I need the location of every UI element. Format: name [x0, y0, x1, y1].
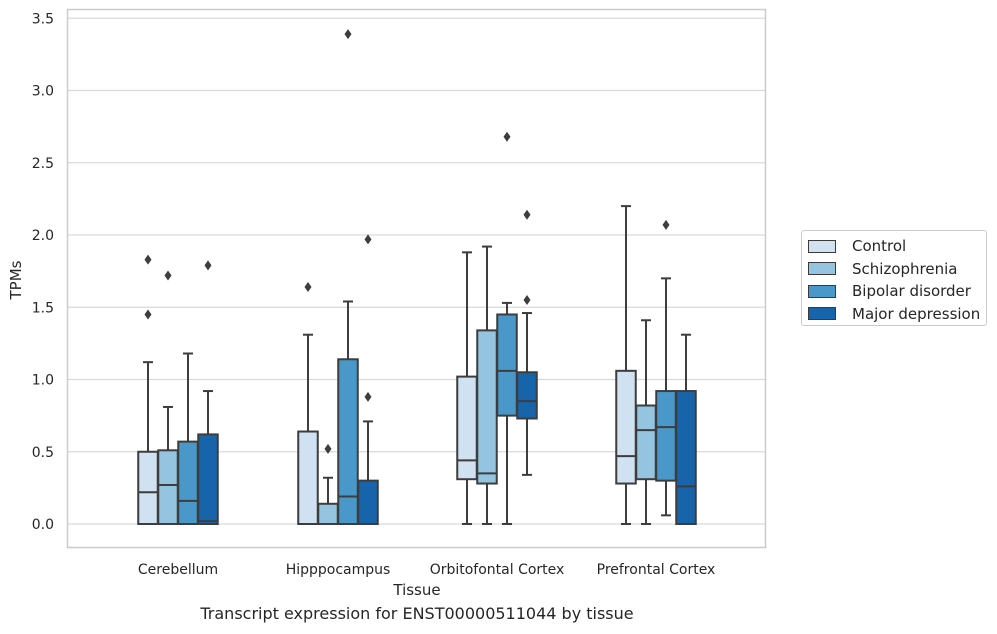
y-tick-label: 1.0	[32, 373, 54, 389]
outlier-point	[164, 270, 172, 281]
outlier-point	[304, 282, 312, 293]
legend-item-bipolar-disorder: Bipolar disorder	[808, 280, 986, 303]
box-group	[197, 260, 219, 525]
box-rect	[197, 433, 219, 525]
box-rect	[456, 375, 478, 481]
plot-frame	[66, 8, 767, 549]
outlier-point	[324, 443, 332, 454]
legend-item-control: Control	[808, 235, 986, 258]
box-rect	[516, 371, 538, 420]
outlier-point	[662, 219, 670, 230]
outlier-point	[144, 309, 152, 320]
outlier-point	[204, 260, 212, 271]
box-group	[476, 245, 498, 525]
legend-label-bipolar-disorder: Bipolar disorder	[852, 282, 971, 301]
y-axis-label: TPMs	[7, 260, 25, 300]
x-tick-labels: Cerebellum Hipppocampus Orbitofontal Corte…	[138, 562, 715, 578]
legend-label-schizophrenia: Schizophrenia	[852, 259, 958, 278]
box-rect	[675, 390, 697, 525]
y-tick-labels: 0.0 0.5 1.0 1.5 2.0 2.5 3.0 3.5	[32, 11, 54, 533]
legend-swatch-bipolar-disorder	[808, 284, 836, 298]
outlier-point	[503, 131, 511, 142]
y-tick-label: 1.5	[32, 300, 54, 316]
y-tick-label: 2.0	[32, 228, 54, 244]
box-group	[317, 443, 339, 525]
legend-swatch-schizophrenia	[808, 262, 836, 276]
y-tick-label: 2.5	[32, 156, 54, 172]
box-rect	[635, 404, 657, 481]
x-tick-label: Prefrontal Cortex	[597, 562, 716, 578]
boxes	[137, 29, 697, 526]
x-tick-label: Hipppocampus	[286, 562, 391, 578]
box-group	[337, 29, 359, 525]
box-group	[157, 270, 179, 525]
box-group	[675, 333, 697, 525]
outlier-point	[364, 391, 372, 402]
legend: Control Schizophrenia Bipolar disorder M…	[801, 230, 987, 326]
legend-label-major-depression: Major depression	[852, 304, 981, 323]
outlier-point	[523, 209, 531, 220]
box-group	[655, 219, 677, 517]
x-tick-label: Cerebellum	[138, 562, 218, 578]
legend-item-major-depression: Major depression	[808, 303, 986, 326]
y-tick-label: 0.5	[32, 445, 54, 461]
x-tick-label: Orbitofontal Cortex	[430, 562, 565, 578]
outlier-point	[344, 29, 352, 40]
box-group	[496, 131, 518, 525]
x-axis-label: Tissue	[392, 581, 440, 599]
box-group	[615, 205, 637, 525]
y-tick-label: 3.5	[32, 11, 54, 27]
box-rect	[337, 358, 359, 525]
box-rect	[476, 329, 498, 485]
box-rect	[496, 313, 518, 417]
box-rect	[177, 440, 199, 526]
box-rect	[317, 502, 339, 525]
legend-swatch-control	[808, 239, 836, 253]
y-tick-label: 0.0	[32, 517, 54, 533]
box-rect	[137, 450, 159, 525]
box-group	[357, 234, 379, 525]
outlier-point	[144, 254, 152, 265]
box-group	[635, 319, 657, 525]
box-group	[456, 251, 478, 525]
outlier-point	[364, 234, 372, 245]
box-group	[516, 209, 538, 476]
chart-caption: Transcript expression for ENST0000051104…	[200, 604, 634, 623]
box-rect	[655, 390, 677, 482]
legend-label-control: Control	[852, 237, 907, 256]
box-group	[297, 282, 319, 525]
legend-swatch-major-depression	[808, 307, 836, 321]
box-rect	[157, 449, 179, 525]
box-rect	[615, 369, 637, 485]
box-rect	[357, 479, 379, 525]
legend-item-schizophrenia: Schizophrenia	[808, 258, 986, 281]
box-group	[137, 254, 159, 525]
y-tick-label: 3.0	[32, 84, 54, 100]
outlier-point	[523, 295, 531, 306]
box-rect	[297, 430, 319, 525]
